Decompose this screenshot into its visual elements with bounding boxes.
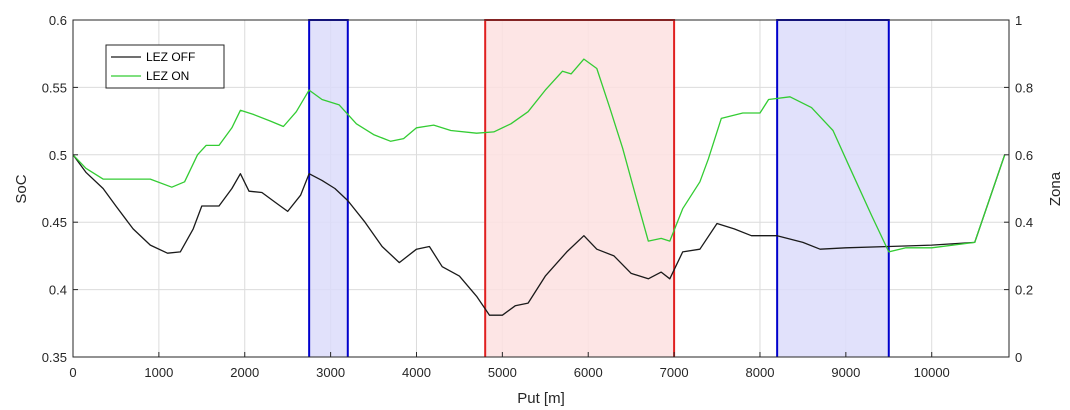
y-left-tick-label: 0.35 xyxy=(42,350,67,365)
y-right-tick-label: 0.4 xyxy=(1015,215,1033,230)
x-tick-label: 1000 xyxy=(144,365,173,380)
zone-fill xyxy=(777,20,889,357)
x-tick-label: 5000 xyxy=(488,365,517,380)
x-tick-label: 7000 xyxy=(660,365,689,380)
series-line-lez-on xyxy=(72,58,1006,253)
x-tick-label: 3000 xyxy=(316,365,345,380)
series-line-lez-off xyxy=(72,154,1006,316)
x-tick-label: 10000 xyxy=(914,365,950,380)
x-tick-label: 9000 xyxy=(831,365,860,380)
legend-box xyxy=(105,44,225,89)
y-left-tick-label: 0.6 xyxy=(49,13,67,28)
y-axis-right-label: Zona xyxy=(1047,171,1064,206)
y-right-tick-label: 0.2 xyxy=(1015,283,1033,298)
zone-fill xyxy=(309,20,348,357)
y-axis-left-label: SoC xyxy=(13,174,30,203)
legend: LEZ OFF LEZ ON xyxy=(105,44,225,89)
x-tick-label: 6000 xyxy=(574,365,603,380)
y-right-tick-label: 0.6 xyxy=(1015,148,1033,163)
legend-label-lez-off: LEZ OFF xyxy=(146,50,195,64)
y-right-tick-label: 1 xyxy=(1015,13,1022,28)
x-tick-label: 4000 xyxy=(402,365,431,380)
legend-label-lez-on: LEZ ON xyxy=(146,69,189,83)
zones xyxy=(308,19,890,357)
y-left-tick-label: 0.45 xyxy=(42,215,67,230)
y-left-tick-label: 0.4 xyxy=(49,283,67,298)
x-tick-label: 2000 xyxy=(230,365,259,380)
x-tick-label: 8000 xyxy=(746,365,775,380)
ticks: 0 1000 2000 3000 4000 5000 6000 7000 8000 9000 100… xyxy=(42,13,1033,380)
plot-frame xyxy=(72,19,1010,358)
x-axis-label: Put [m] xyxy=(517,390,565,407)
y-right-tick-label: 0.8 xyxy=(1015,80,1033,95)
y-left-tick-label: 0.5 xyxy=(49,148,67,163)
series-lines xyxy=(72,58,1006,316)
y-right-tick-label: 0 xyxy=(1015,350,1022,365)
x-tick-label: 0 xyxy=(69,365,76,380)
y-left-tick-label: 0.55 xyxy=(42,80,67,95)
zone-fill xyxy=(485,20,675,357)
